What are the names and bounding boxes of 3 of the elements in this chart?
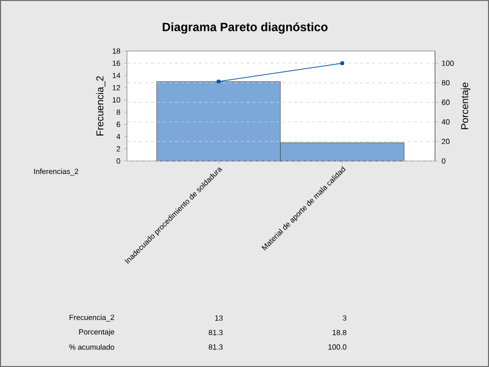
y-axis-title: Frecuencia_2 bbox=[96, 76, 106, 136]
chart-title: Diagrama Pareto diagnóstico bbox=[162, 22, 328, 34]
y2-axis-title: Porcentaje bbox=[460, 82, 470, 130]
